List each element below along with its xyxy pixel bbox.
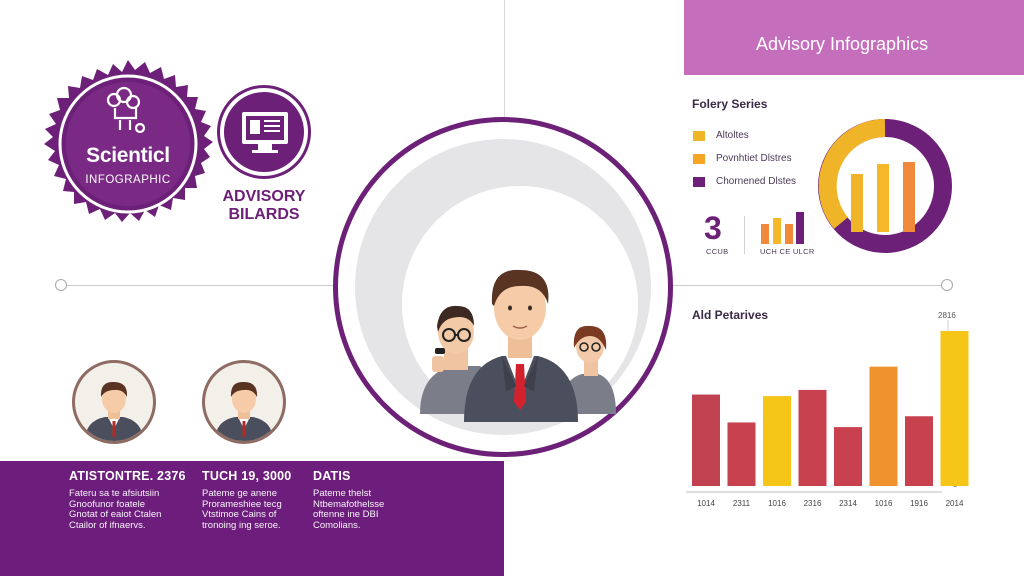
info-line: tronoing ing seroe. bbox=[202, 519, 281, 531]
legend-swatch bbox=[693, 153, 705, 164]
legend-label: Povnhtiet Dlstres bbox=[716, 153, 792, 164]
x-tick-label: 1016 bbox=[768, 499, 786, 508]
right-connector-line bbox=[664, 285, 946, 286]
info-column-title: TUCH 19, 3000 bbox=[202, 469, 292, 483]
info-line: Fateru sa te afsiutsiin bbox=[69, 488, 160, 499]
info-column-title: ATISTONTRE. 2376 bbox=[69, 469, 186, 483]
bar bbox=[692, 394, 720, 486]
seal-title: Scienticl bbox=[86, 144, 170, 167]
banner-title: Advisory Infographics bbox=[756, 34, 929, 54]
x-tick-label: 2311 bbox=[733, 499, 751, 508]
central-ring-inner bbox=[355, 139, 651, 435]
x-tick-label: 2014 bbox=[946, 499, 964, 508]
bar bbox=[727, 422, 756, 486]
top-divider-line bbox=[504, 0, 505, 120]
advisor-center-icon bbox=[464, 269, 578, 422]
legend-label: Altoltes bbox=[716, 130, 749, 141]
person-icon bbox=[85, 381, 143, 441]
legend-item: Chornened Dlstes bbox=[693, 170, 796, 193]
info-column-title: DATIS bbox=[313, 469, 351, 483]
legend-item: Altoltes bbox=[693, 124, 796, 147]
donut-bar-graphic bbox=[818, 119, 952, 253]
info-column-2: TUCH 19, 3000 Pateme ge anene Prorameshi… bbox=[202, 469, 291, 531]
x-tick-label: 1916 bbox=[910, 499, 928, 508]
advisory-badge bbox=[220, 88, 308, 176]
info-panel: ATISTONTRE. 2376 Fateru sa te afsiutsiin… bbox=[0, 461, 504, 576]
bar bbox=[869, 366, 898, 486]
info-column-body: Pateme thelst Ntbemafothelsse oftenne in… bbox=[313, 488, 385, 531]
info-line: Pateme thelst bbox=[313, 488, 372, 499]
advisory-label-line2: BILARDS bbox=[228, 206, 300, 223]
info-line: Gnotat of eaiot Ctalen bbox=[69, 509, 162, 520]
stat-number: 3 bbox=[704, 210, 722, 246]
advisors-group-illustration bbox=[420, 269, 616, 422]
x-tick-label: 2314 bbox=[839, 499, 857, 508]
legend-title: Folery Series bbox=[692, 97, 768, 111]
bars-group bbox=[692, 331, 969, 486]
x-tick-label: 2316 bbox=[804, 499, 822, 508]
y-top-label: 2816 bbox=[938, 311, 956, 320]
chart-title: Ald Petarives bbox=[692, 308, 769, 322]
info-column-1: ATISTONTRE. 2376 Fateru sa te afsiutsiin… bbox=[69, 469, 186, 531]
seal-badge-icon bbox=[44, 60, 213, 222]
header-banner: Advisory Infographics bbox=[684, 0, 1024, 75]
monitor-document-icon bbox=[242, 112, 288, 153]
left-connector-line bbox=[62, 285, 342, 286]
right-connector-node bbox=[941, 279, 953, 291]
scientific-seal: Scienticl INFOGRAPHIC bbox=[42, 58, 214, 230]
info-line: Ntbemafothelsse bbox=[313, 498, 385, 510]
avatar-right bbox=[202, 360, 286, 444]
legend-item: Povnhtiet Dlstres bbox=[693, 147, 796, 170]
x-tick-label: 1014 bbox=[697, 499, 715, 508]
central-ring-core bbox=[402, 186, 638, 422]
bar bbox=[834, 427, 862, 486]
left-connector-node bbox=[55, 279, 67, 291]
info-line: oftenne ine DBI bbox=[313, 509, 379, 520]
legend-swatch bbox=[693, 130, 705, 141]
bar bbox=[798, 389, 827, 486]
flask-icon bbox=[106, 86, 146, 134]
advisory-label-line1: ADVISORY bbox=[222, 188, 306, 205]
bar bbox=[905, 416, 933, 486]
bar bbox=[940, 331, 969, 486]
info-line: Prorameshiee tecg bbox=[202, 498, 282, 510]
legend-label: Chornened Dlstes bbox=[716, 176, 797, 187]
info-column-3: DATIS Pateme thelst Ntbemafothelsse ofte… bbox=[313, 469, 384, 531]
info-line: Comolians. bbox=[313, 519, 361, 531]
info-column-body: Pateme ge anene Prorameshiee tecg Vtstim… bbox=[202, 488, 291, 531]
seal-subtitle: INFOGRAPHIC bbox=[85, 174, 171, 186]
mini-bar-icon bbox=[761, 212, 804, 244]
central-ring bbox=[333, 117, 673, 457]
bar bbox=[763, 396, 791, 486]
avatar-left bbox=[72, 360, 156, 444]
legend: Altoltes Povnhtiet Dlstres Chornened Dls… bbox=[693, 124, 796, 193]
legend-swatch bbox=[693, 176, 705, 187]
person-icon bbox=[215, 381, 273, 441]
stat-divider bbox=[744, 216, 745, 254]
tick-labels-group: 1014 2311 1016 2316 2314 1016 1916 2014 bbox=[697, 499, 964, 508]
advisory-label: ADVISORY BILARDS bbox=[218, 188, 310, 224]
info-line: Ctailor of ifnaervs. bbox=[69, 519, 146, 531]
info-line: Pateme ge anene bbox=[202, 488, 278, 499]
info-line: Gnoofunor foatele bbox=[69, 498, 146, 510]
info-line: Vtstimoe Cains of bbox=[202, 509, 277, 520]
info-column-body: Fateru sa te afsiutsiin Gnoofunor foatel… bbox=[69, 488, 186, 531]
stat-caption-right: UCH CE ULCR bbox=[760, 247, 815, 256]
stat-caption-left: CCUB bbox=[706, 247, 729, 256]
x-tick-label: 1016 bbox=[875, 499, 893, 508]
